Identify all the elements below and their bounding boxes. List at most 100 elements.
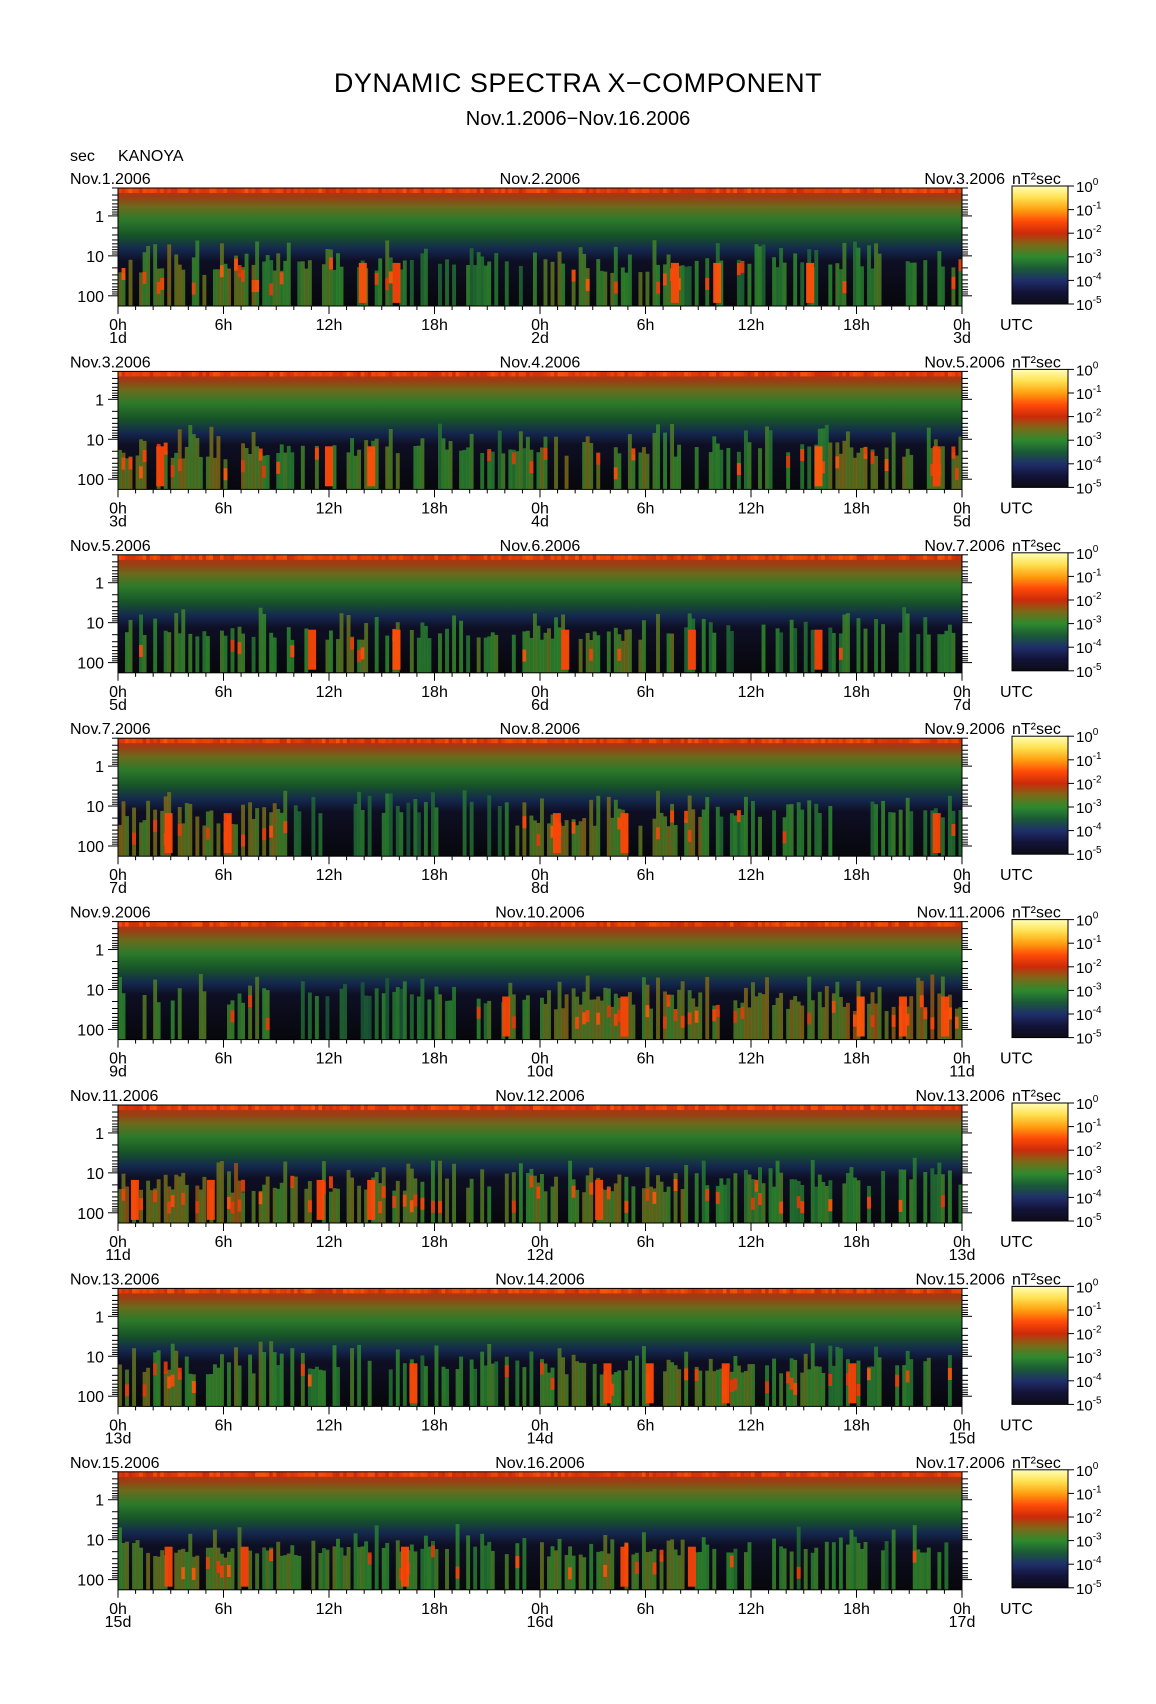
spectra-cell	[881, 554, 886, 560]
spectra-cell	[160, 810, 165, 857]
x-tick-label: 18h	[843, 317, 870, 334]
spectra-cell	[360, 1546, 365, 1590]
spectra-cell	[656, 738, 660, 744]
spectra-cell	[191, 1381, 196, 1393]
spectra-cell	[241, 267, 245, 306]
spectra-cell	[747, 263, 752, 306]
spectra-cell	[163, 188, 168, 193]
spectra-cell	[694, 1369, 699, 1381]
spectra-cell	[378, 1288, 383, 1294]
spectra-cell	[543, 188, 548, 193]
spectra-cell	[751, 554, 755, 560]
spectra-cell	[290, 645, 295, 658]
spectra-cell	[272, 1105, 277, 1110]
spectra-cell	[241, 1192, 245, 1223]
spectra-cell	[849, 1471, 854, 1477]
spectra-cell	[469, 738, 474, 744]
spectra-cell	[364, 995, 369, 1040]
spectra-cell	[149, 371, 154, 377]
spectra-cell	[761, 994, 766, 1040]
spectra-cell	[241, 633, 245, 673]
spectra-cell	[350, 738, 355, 744]
spectra-cell	[227, 921, 231, 927]
spectra-cell	[494, 1471, 499, 1477]
spectra-cell	[849, 921, 854, 927]
spectra-cell	[554, 617, 558, 673]
spectra-cell	[786, 452, 791, 490]
spectra-cell	[441, 738, 446, 744]
spectra-cell	[522, 371, 527, 377]
spectra-cell	[747, 1007, 752, 1040]
spectra-cell	[817, 188, 822, 193]
spectra-cell	[125, 458, 129, 490]
spectra-cell	[420, 371, 425, 377]
spectra-cell	[722, 1288, 727, 1294]
spectra-cell	[416, 445, 421, 490]
spectra-cell	[174, 1350, 179, 1407]
spectra-cell	[835, 981, 840, 1040]
spectra-cell	[561, 1471, 566, 1477]
spectra-cell	[293, 1288, 298, 1294]
spectra-cell	[237, 993, 242, 1040]
spectra-cell	[212, 1364, 217, 1407]
spectra-cell	[174, 554, 179, 560]
spectra-cell	[118, 1105, 122, 1110]
spectra-cell	[434, 1345, 439, 1407]
spectra-cell	[452, 1105, 456, 1110]
spectra-cell	[779, 632, 784, 673]
spectra-cell	[399, 371, 404, 377]
spectra-cell	[445, 259, 449, 306]
spectra-cell	[216, 1367, 221, 1407]
spectra-burst	[367, 446, 376, 487]
spectra-cell	[691, 738, 696, 744]
spectra-cell	[793, 554, 798, 560]
spectra-cell	[796, 1288, 801, 1294]
spectra-cell	[740, 1372, 745, 1407]
spectra-cell	[276, 1288, 281, 1294]
spectra-cell	[427, 188, 432, 193]
spectra-cell	[550, 921, 555, 927]
day-label: 13d	[949, 1247, 976, 1264]
spectra-cell	[490, 554, 495, 560]
spectra-cell	[617, 1370, 622, 1407]
spectra-cell	[881, 1170, 886, 1223]
spectra-cell	[128, 456, 133, 490]
spectra-cell	[121, 738, 126, 744]
spectra-cell	[336, 253, 340, 306]
spectra-cell	[740, 554, 745, 560]
spectra-cell	[392, 991, 397, 1040]
spectra-cell	[142, 371, 147, 377]
spectra-cell	[518, 1471, 523, 1477]
spectra-cell	[504, 1365, 509, 1377]
spectra-cell	[248, 921, 253, 927]
spectra-cell	[494, 738, 499, 744]
spectra-cell	[919, 995, 924, 1008]
spectra-cell	[297, 188, 302, 193]
spectra-cell	[395, 371, 400, 377]
day-label: 8d	[531, 880, 549, 897]
spectra-cell	[167, 188, 172, 193]
colorbar-tick-label: 10-1	[1076, 201, 1102, 220]
spectra-cell	[870, 268, 875, 306]
spectra-cell	[318, 1553, 323, 1590]
spectra-cell	[121, 1288, 126, 1294]
spectra-cell	[641, 188, 646, 193]
spectra-cell	[589, 738, 594, 744]
spectra-cell	[800, 444, 805, 490]
spectra-cell	[385, 188, 390, 193]
spectra-cell	[480, 1471, 485, 1477]
spectra-cell	[118, 921, 122, 927]
spectra-cell	[332, 1105, 337, 1110]
spectra-cell	[592, 1363, 597, 1407]
spectra-cell	[128, 619, 133, 673]
spectra-burst	[713, 262, 722, 303]
spectra-cell	[557, 738, 562, 744]
spectra-cell	[663, 1371, 667, 1407]
spectra-cell	[402, 1471, 407, 1477]
spectra-cell	[430, 554, 435, 560]
spectra-cell	[511, 554, 516, 560]
spectra-cell	[860, 447, 864, 490]
spectra-cell	[132, 921, 136, 927]
spectra-cell	[568, 554, 573, 560]
